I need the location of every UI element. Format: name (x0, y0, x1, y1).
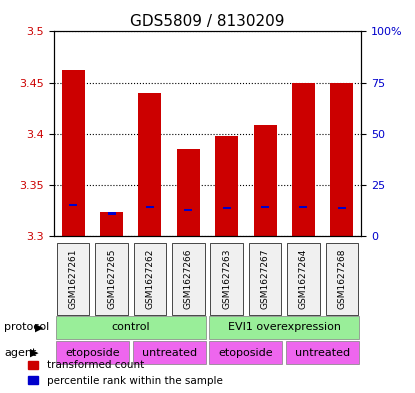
FancyBboxPatch shape (56, 316, 205, 339)
FancyBboxPatch shape (286, 341, 359, 364)
Text: EVI1 overexpression: EVI1 overexpression (228, 322, 341, 332)
FancyBboxPatch shape (210, 341, 282, 364)
Text: untreated: untreated (295, 348, 350, 358)
Text: ▶: ▶ (35, 322, 44, 332)
Bar (300, 206, 308, 208)
Text: agent: agent (4, 348, 37, 358)
Text: GSM1627268: GSM1627268 (337, 249, 347, 309)
Bar (215, 136, 238, 236)
Bar (254, 125, 276, 236)
Bar (261, 206, 269, 208)
Bar (184, 209, 192, 211)
Legend: transformed count, percentile rank within the sample: transformed count, percentile rank withi… (26, 358, 225, 388)
Bar (177, 149, 200, 236)
FancyBboxPatch shape (210, 316, 359, 339)
Bar (107, 212, 115, 215)
Text: GSM1627267: GSM1627267 (261, 249, 270, 309)
Bar (146, 206, 154, 208)
FancyBboxPatch shape (210, 243, 243, 315)
Text: ▶: ▶ (30, 348, 38, 358)
Text: GSM1627263: GSM1627263 (222, 249, 231, 309)
Text: etoposide: etoposide (65, 348, 120, 358)
Bar (292, 83, 315, 236)
Bar (338, 207, 346, 209)
FancyBboxPatch shape (172, 243, 205, 315)
FancyBboxPatch shape (287, 243, 320, 315)
Bar (139, 93, 161, 236)
FancyBboxPatch shape (133, 341, 205, 364)
FancyBboxPatch shape (56, 341, 129, 364)
Text: GSM1627261: GSM1627261 (68, 249, 78, 309)
FancyBboxPatch shape (134, 243, 166, 315)
Bar (62, 70, 85, 236)
Text: GDS5809 / 8130209: GDS5809 / 8130209 (130, 14, 285, 29)
Text: control: control (111, 322, 150, 332)
Bar (100, 212, 123, 236)
Text: GSM1627265: GSM1627265 (107, 249, 116, 309)
Text: untreated: untreated (142, 348, 197, 358)
Bar (223, 207, 231, 209)
Text: etoposide: etoposide (219, 348, 273, 358)
FancyBboxPatch shape (325, 243, 358, 315)
Bar (69, 204, 77, 206)
FancyBboxPatch shape (249, 243, 281, 315)
Text: GSM1627262: GSM1627262 (145, 249, 154, 309)
Text: protocol: protocol (4, 322, 49, 332)
FancyBboxPatch shape (57, 243, 90, 315)
Text: GSM1627264: GSM1627264 (299, 249, 308, 309)
FancyBboxPatch shape (95, 243, 128, 315)
Text: GSM1627266: GSM1627266 (184, 249, 193, 309)
Bar (330, 83, 354, 236)
